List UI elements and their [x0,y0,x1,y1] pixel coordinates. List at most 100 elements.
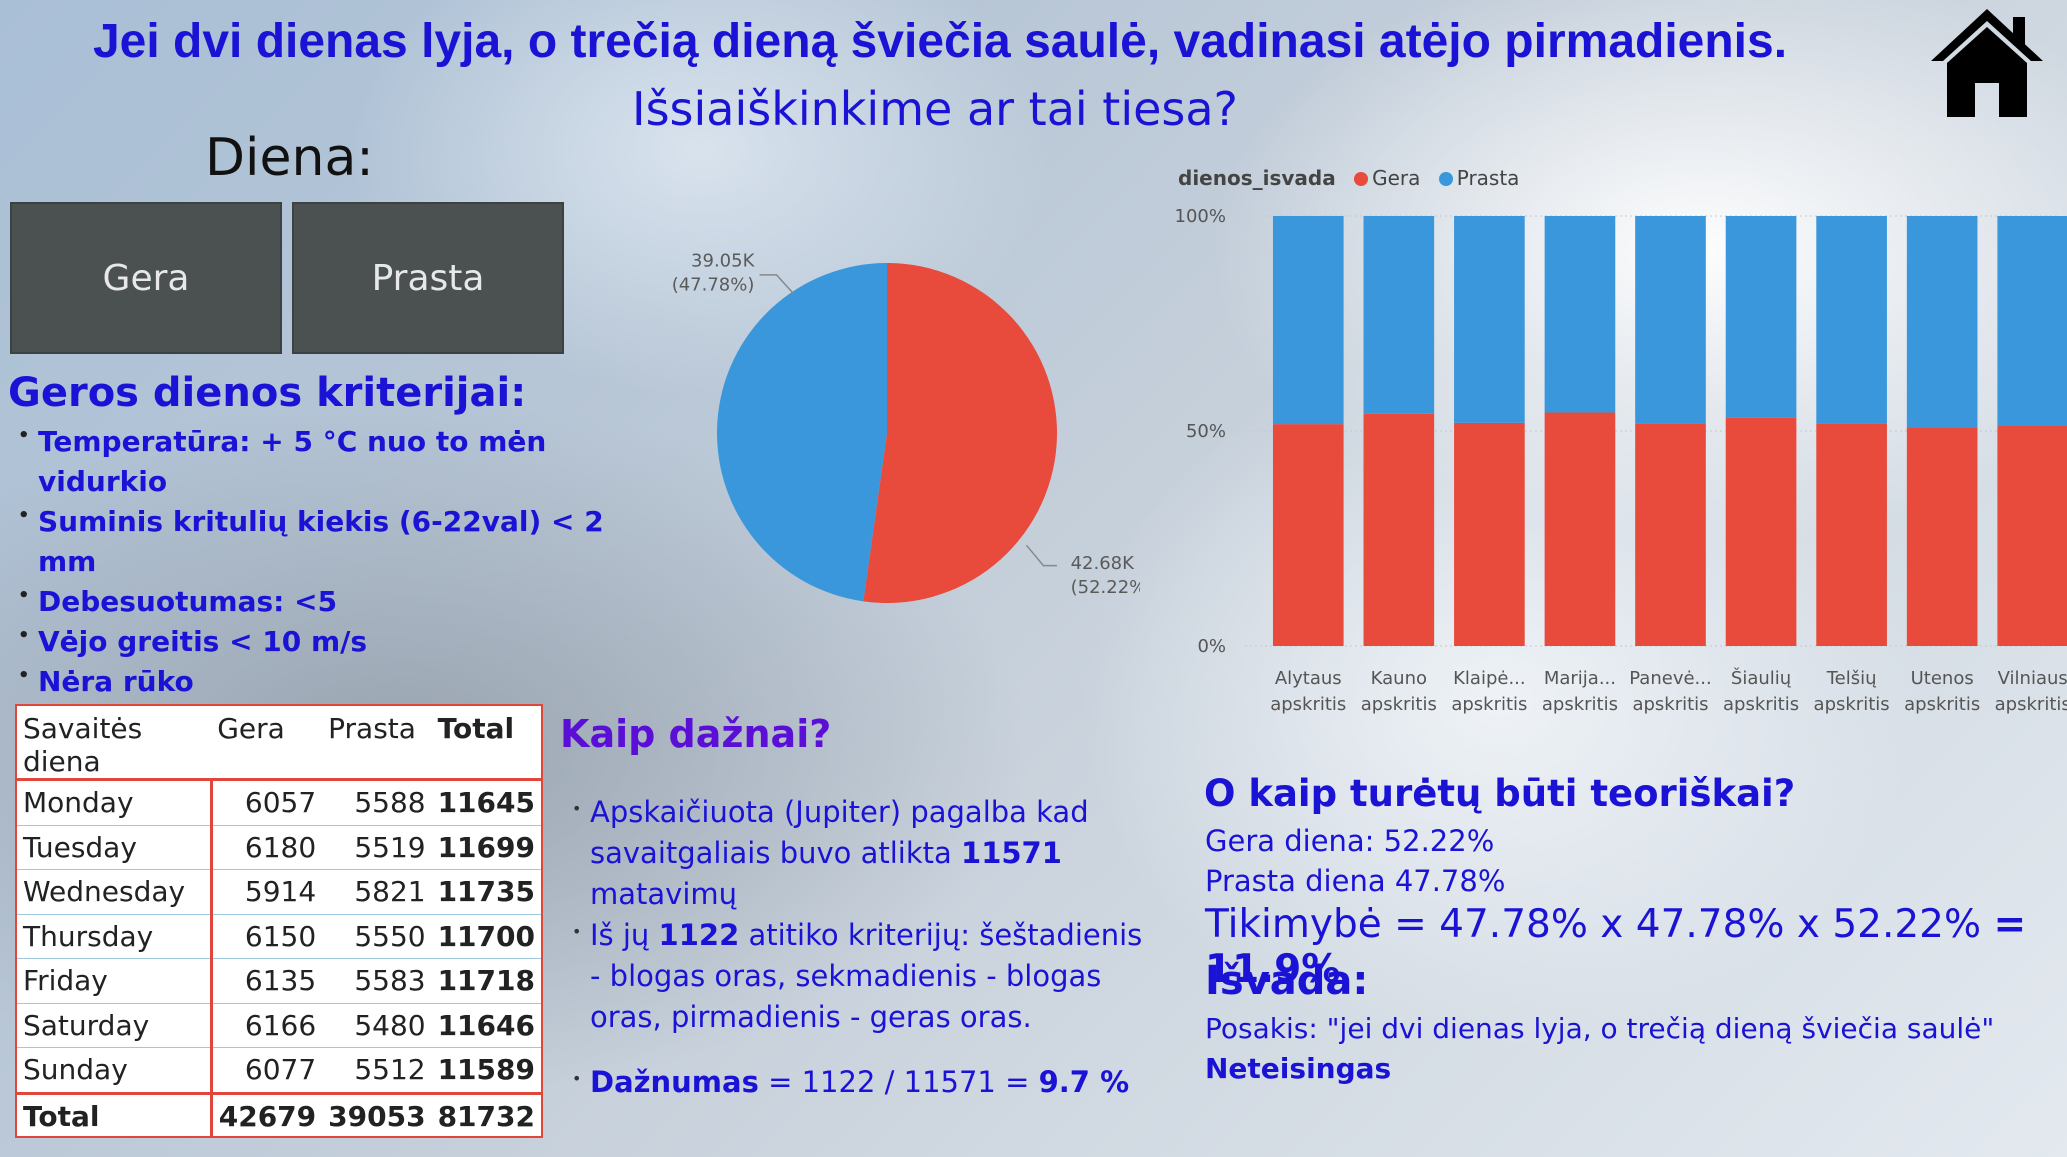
table-cell: 39053 [322,1091,432,1138]
x-tick-label: Telšių [1826,668,1877,689]
conclusion-text: Posakis: "jei dvi dienas lyja, o trečią … [1205,1012,1995,1045]
x-tick-label: Utenos [1911,668,1974,689]
table-cell: Saturday [17,1003,213,1048]
table-cell: Friday [17,958,213,1004]
bar-prasta[interactable] [1272,216,1344,425]
weekday-table: Savaitės diena Gera Prasta Total Monday 6… [15,704,543,1138]
frequency-item: Dažnumas = 1122 / 11571 = 9.7 % [572,1058,1158,1103]
slicer-gera-button[interactable]: Gera [10,202,282,354]
table-cell: 11589 [431,1047,541,1094]
table-row: Monday 6057 5588 11645 [17,779,541,826]
table-header[interactable]: Prasta [322,706,432,781]
x-tick-label: Panevė... [1629,668,1711,689]
table-cell: 5512 [322,1047,432,1094]
bar-prasta[interactable] [1635,216,1706,424]
table-cell: Thursday [17,914,213,959]
table-cell: 5914 [211,869,323,915]
criteria-item: Nėra rūko [18,656,638,702]
bar-gera[interactable] [1997,425,2067,646]
table-cell: 6135 [211,958,323,1004]
freq-value: 1122 [658,918,740,952]
table-row: Friday 6135 5583 11718 [17,958,541,1004]
table-header[interactable]: Total [431,706,541,781]
frequency-item: Iš jų 1122 atitiko kriterijų: šeštadieni… [572,911,1158,1038]
bar-prasta[interactable] [1816,216,1887,424]
conclusion-title: Išvada: [1205,958,1369,1004]
bar-gera[interactable] [1635,423,1706,646]
frequency-title: Kaip dažnai? [560,712,832,756]
pie-chart: 42.68K (52.22%) 39.05K (47.78%) [672,250,1140,603]
table-cell: 6180 [211,825,323,870]
table-cell: 11700 [431,914,541,959]
probability-formula: Tikimybė = 47.78% x 47.78% x 52.22% [1205,902,1994,947]
pie-slice-prasta[interactable] [716,263,887,602]
bar-prasta[interactable] [1544,216,1616,413]
table-cell: Monday [17,779,213,826]
table-total-row: Total 42679 39053 81732 [17,1091,541,1138]
bar-prasta[interactable] [1725,216,1797,418]
pie-slice-gera[interactable] [863,263,1057,603]
criteria-list: Temperatūra: + 5 °C nuo to mėn vidurkio … [18,416,638,702]
home-icon[interactable] [1925,5,2050,120]
pie-leader-line [759,274,795,295]
table-cell: 5480 [322,1003,432,1048]
freq-text: matavimų [590,877,738,911]
pie-label-value: 42.68K [1071,553,1136,574]
x-tick-label: apskritis [1723,694,1799,715]
theory-bad-day: Prasta diena 47.78% [1205,864,1506,898]
pie-label-value: 39.05K [691,250,756,271]
table-cell: 81732 [431,1091,541,1138]
page-subtitle: Išsiaiškinkime ar tai tiesa? [632,82,1238,136]
table-cell: 11646 [431,1003,541,1048]
table-cell: 6150 [211,914,323,959]
legend-gera-label[interactable]: Gera [1372,166,1421,190]
table-cell: 11645 [431,779,541,826]
theory-good-day: Gera diena: 52.22% [1205,824,1495,858]
criteria-item: Suminis kritulių kiekis (6-22val) < 2 mm [18,496,638,582]
bar-gera[interactable] [1544,412,1616,646]
bar-prasta[interactable] [1906,216,1978,428]
pie-label-percent: (47.78%) [672,274,755,295]
x-tick-label: Kauno [1371,668,1427,689]
criteria-title: Geros dienos kriterijai: [8,370,527,416]
table-row: Thursday 6150 5550 11700 [17,914,541,959]
x-tick-label: apskritis [1995,694,2067,715]
x-tick-label: apskritis [1632,694,1708,715]
bar-gera[interactable] [1454,422,1525,646]
table-row: Saturday 6166 5480 11646 [17,1003,541,1048]
probability-line: Tikimybė = 47.78% x 47.78% x 52.22% = 11… [1205,902,2067,992]
bar-prasta[interactable] [1997,216,2067,426]
table-row: Sunday 6077 5512 11589 [17,1047,541,1094]
x-tick-label: Vilniaus [1998,668,2067,689]
table-cell: 6077 [211,1047,323,1094]
slicer-prasta-button[interactable]: Prasta [292,202,564,354]
table-cell: 11699 [431,825,541,870]
x-tick-label: apskritis [1904,694,1980,715]
bar-prasta[interactable] [1454,216,1525,423]
table-cell: 5821 [322,869,432,915]
bar-gera[interactable] [1816,423,1887,646]
table-cell: 5588 [322,779,432,826]
bar-gera[interactable] [1725,417,1797,646]
bar-chart: 0% 50% 100% Alytaus apskritis Kauno apskritis K… [1175,206,2067,715]
bar-prasta[interactable] [1363,216,1435,414]
x-tick-label: apskritis [1270,694,1346,715]
criteria-item: Vėjo greitis < 10 m/s [18,616,638,662]
bar-gera[interactable] [1363,413,1435,646]
table-cell: Total [17,1091,213,1138]
freq-value: 9.7 % [1038,1065,1130,1099]
bar-gera[interactable] [1272,424,1344,646]
table-cell: 6057 [211,779,323,826]
bar-gera[interactable] [1906,427,1978,646]
table-cell: 5519 [322,825,432,870]
table-cell: Sunday [17,1047,213,1094]
table-header[interactable]: Savaitės diena [17,706,212,781]
table-cell: 11735 [431,869,541,915]
y-tick-label: 50% [1186,421,1226,442]
table-header[interactable]: Gera [211,706,323,781]
x-tick-label: Alytaus [1275,668,1342,689]
table-cell: 6166 [211,1003,323,1048]
legend-prasta-label[interactable]: Prasta [1456,166,1520,190]
slicer-label: Diena: [205,128,374,188]
freq-label: Dažnumas [590,1065,759,1099]
